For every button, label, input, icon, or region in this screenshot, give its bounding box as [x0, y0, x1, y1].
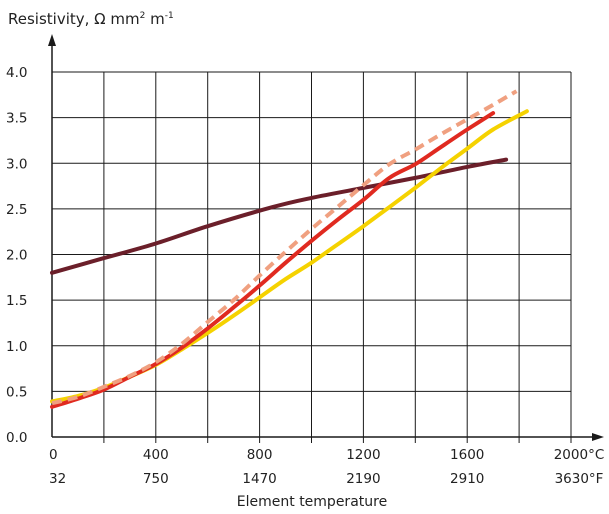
y-axis-arrow: [48, 34, 56, 46]
x-tick-label-fahrenheit: 32: [49, 471, 66, 487]
y-axis-label: Resistivity, Ω mm2 m-1: [8, 10, 174, 28]
y-tick-label: 1.0: [6, 339, 27, 355]
x-tick-label-fahrenheit: 3630°F: [555, 471, 604, 487]
x-tick-label-fahrenheit: 750: [143, 471, 169, 487]
y-tick-label: 3.0: [6, 156, 27, 172]
x-axis-arrow: [592, 433, 604, 441]
x-tick-label-celsius: 1200: [346, 447, 380, 463]
x-tick-label-celsius: 400: [143, 447, 169, 463]
series-line: [50, 111, 496, 409]
data-series: [50, 89, 529, 409]
x-tick-label-celsius: 800: [247, 447, 273, 463]
y-tick-label: 2.0: [6, 248, 27, 264]
y-tick-label: 2.5: [6, 202, 27, 218]
x-tick-label-fahrenheit: 1470: [242, 471, 276, 487]
x-tick-label-celsius: 0: [49, 447, 58, 463]
y-tick-label: 1.5: [6, 293, 27, 309]
x-tick-label-fahrenheit: 2910: [450, 471, 484, 487]
x-axis-label: Element temperature: [237, 494, 387, 510]
y-tick-label: 4.0: [6, 65, 27, 81]
axes: [48, 34, 604, 443]
grid-lines: [52, 71, 572, 437]
x-tick-label-fahrenheit: 2190: [346, 471, 380, 487]
x-tick-label-celsius: 1600: [450, 447, 484, 463]
y-tick-label: 3.5: [6, 111, 27, 127]
y-tick-label: 0.0: [6, 430, 27, 446]
tick-labels: 0.0 0.5 1.0 1.5 2.0 2.5 3.0 3.5 4.0 0 32 400 750 800 1…: [6, 65, 604, 487]
y-tick-label: 0.5: [6, 384, 27, 400]
x-tick-label-celsius: 2000°C: [554, 447, 605, 463]
series-line: [50, 157, 509, 275]
series-line: [51, 89, 518, 406]
series-line: [50, 109, 529, 404]
